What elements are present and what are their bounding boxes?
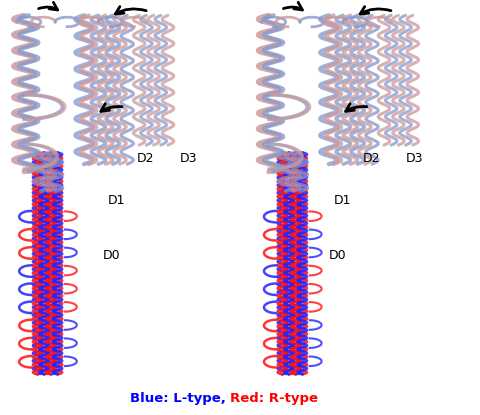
Text: D3: D3: [406, 152, 423, 165]
Text: D1: D1: [108, 194, 125, 207]
Text: D0: D0: [103, 249, 121, 262]
Text: D3: D3: [180, 152, 197, 165]
Text: D2: D2: [362, 152, 380, 165]
Text: D1: D1: [334, 194, 351, 207]
Text: D2: D2: [137, 152, 154, 165]
Text: Red: R-type: Red: R-type: [230, 392, 318, 405]
Text: D0: D0: [329, 249, 347, 262]
Text: Blue: L-type,: Blue: L-type,: [130, 392, 230, 405]
